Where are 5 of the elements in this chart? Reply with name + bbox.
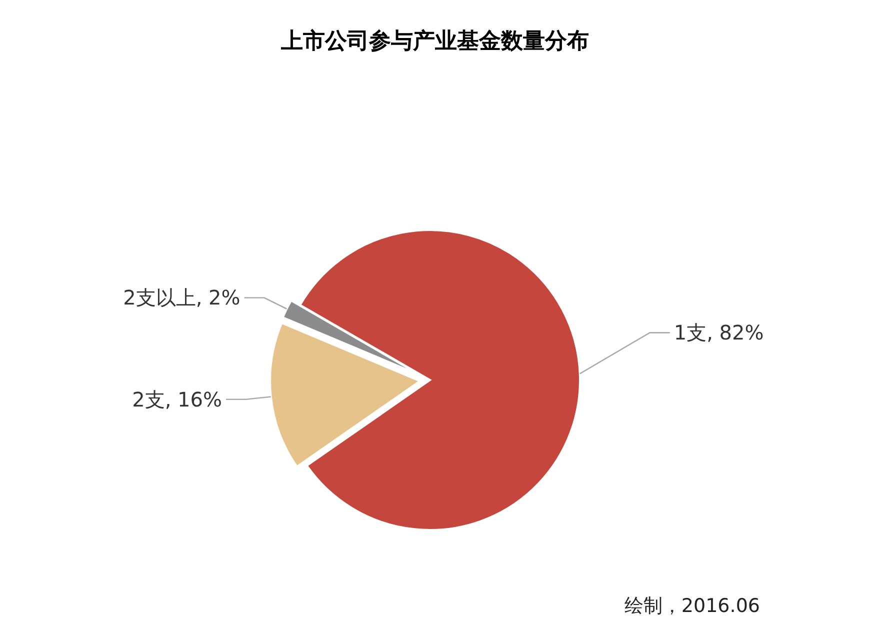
chart-title: 上市公司参与产业基金数量分布 — [280, 28, 589, 54]
text: 绘制，2016.06 — [624, 595, 760, 617]
slice-label: 1支, 82% — [674, 320, 764, 345]
slice-label: 2支以上, 2% — [123, 286, 240, 310]
slice-label: 2支, 16% — [132, 387, 222, 412]
